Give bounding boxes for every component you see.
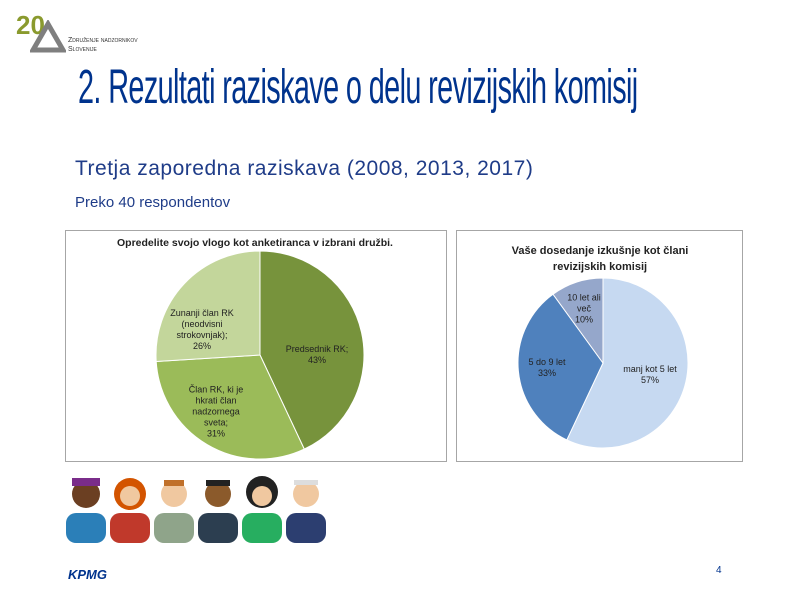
person [110, 478, 150, 543]
slice-value: 10% [574, 314, 593, 325]
person [154, 480, 194, 543]
slice-category: Predsednik RK; [285, 344, 349, 354]
person [66, 478, 106, 543]
logo-mark [30, 20, 66, 53]
pie-slice [552, 277, 604, 365]
slice-value: 26% [192, 341, 211, 351]
logo-text: Združenje nadzornikov [68, 37, 138, 44]
page-number: 4 [716, 565, 722, 576]
pie-slice [155, 250, 261, 363]
slice-label: manj kot 5 let 57% [620, 364, 680, 386]
slice-category: 10 let ali več [567, 292, 601, 314]
slice-label: 10 let ali več 10% [564, 293, 604, 326]
slice-label: Predsednik RK; 43% [281, 344, 353, 366]
slice-value: 31% [206, 428, 225, 439]
note: Preko 40 respondentov [75, 194, 231, 211]
pie-slice [155, 354, 305, 460]
person [198, 480, 238, 543]
slice-label: 5 do 9 let 33% [520, 357, 575, 379]
slice-value: 43% [307, 355, 326, 365]
chart-title: Vaše dosedanje izkušnje kot člani revizi… [511, 245, 689, 273]
slice-label: Zunanji član RK (neodvisni strokovnjak);… [161, 308, 243, 352]
pie-slice [259, 250, 365, 450]
people-illustration [66, 476, 326, 543]
slide-title: 2. Rezultati raziskave o delu revizijski… [78, 61, 638, 114]
slice-value: 57% [640, 375, 659, 385]
slice-category: 5 do 9 let [528, 357, 566, 367]
person [286, 480, 326, 543]
person [242, 476, 282, 543]
footer-logo: KPMG [68, 567, 107, 582]
slice-category: Zunanji član RK (neodvisni strokovnjak); [170, 308, 234, 340]
subtitle: Tretja zaporedna raziskava (2008, 2013, … [75, 157, 534, 180]
logo-text: Slovenije [68, 46, 97, 53]
slice-label: Član RK, ki je hkrati član nadzornega sv… [181, 385, 251, 440]
slice-category: Član RK, ki je hkrati član nadzornega sv… [188, 384, 244, 428]
pie-slice [566, 277, 689, 449]
chart-title: Opredelite svojo vlogo kot anketiranca v… [117, 237, 393, 249]
pie-slice [517, 293, 604, 441]
slice-value: 33% [537, 368, 556, 378]
slice-category: manj kot 5 let [623, 364, 677, 374]
